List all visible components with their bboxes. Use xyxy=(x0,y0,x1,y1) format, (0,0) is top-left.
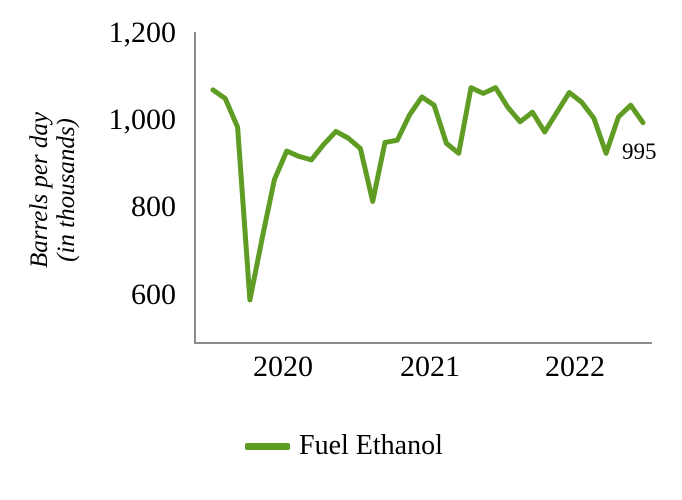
y-tick-800: 800 xyxy=(131,190,176,223)
x-tick-2020: 2020 xyxy=(253,350,313,383)
legend-label: Fuel Ethanol xyxy=(299,430,443,461)
fuel-ethanol-line xyxy=(210,85,646,303)
y-tick-600: 600 xyxy=(131,278,176,311)
legend-line-swatch xyxy=(245,442,290,450)
y-tick-1000: 1,000 xyxy=(108,103,177,136)
legend: Fuel Ethanol xyxy=(245,431,443,461)
x-tick-2021: 2021 xyxy=(400,350,460,383)
y-tick-1200: 1,200 xyxy=(108,16,177,49)
end-value-label: 995 xyxy=(622,139,657,164)
x-tick-2022: 2022 xyxy=(545,350,605,383)
axis-lines xyxy=(194,32,652,344)
